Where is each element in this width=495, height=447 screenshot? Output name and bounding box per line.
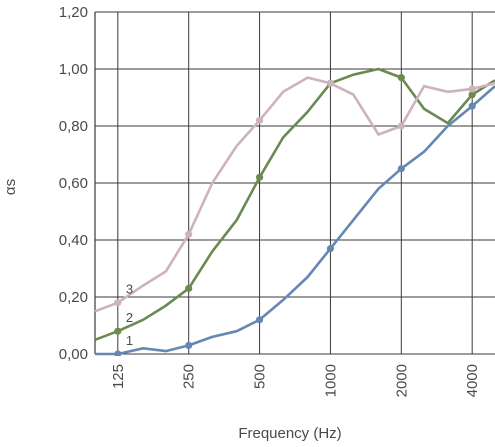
- data-point: [114, 327, 122, 335]
- data-point: [185, 230, 193, 238]
- x-tick-label: 2000: [393, 364, 410, 397]
- data-point: [468, 102, 476, 110]
- data-point: [255, 316, 264, 324]
- curve-number-label: 1: [126, 333, 133, 348]
- series-line: [94, 67, 495, 342]
- series-lines: [94, 67, 495, 356]
- data-point: [185, 341, 193, 350]
- y-tick-label: 0,20: [59, 289, 88, 306]
- data-point: [326, 79, 335, 87]
- data-point: [397, 73, 405, 82]
- data-point: [114, 299, 122, 307]
- y-tick-label: 0,60: [59, 175, 88, 192]
- x-tick-label: 250: [181, 364, 198, 389]
- data-point: [185, 284, 193, 293]
- y-axis-title: αs: [2, 179, 19, 195]
- series-line: [95, 85, 495, 356]
- y-tick-label: 1,00: [59, 61, 88, 78]
- data-point: [468, 91, 476, 99]
- series-3: [94, 76, 495, 313]
- x-axis-title: Frequency (Hz): [238, 425, 341, 442]
- x-tick-label: 500: [252, 364, 269, 389]
- x-tick-label: 125: [110, 364, 127, 389]
- x-tick-label: 1000: [322, 364, 339, 397]
- data-point: [468, 85, 476, 93]
- y-tick-label: 0,80: [59, 118, 88, 135]
- y-tick-label: 1,20: [59, 4, 88, 21]
- series-line: [94, 76, 495, 313]
- curve-number-label: 2: [126, 310, 133, 325]
- y-tick-label: 0,40: [59, 232, 88, 249]
- y-tick-label: 0,00: [59, 346, 88, 363]
- data-point: [397, 122, 405, 130]
- series-2: [94, 67, 495, 342]
- data-point: [114, 350, 122, 356]
- grid: [95, 11, 495, 355]
- data-point: [255, 173, 264, 181]
- data-point: [255, 116, 264, 124]
- x-tick-label: 4000: [464, 364, 481, 397]
- data-point: [326, 244, 335, 253]
- data-point: [397, 165, 405, 173]
- tick-labels: 0,00 0,20 0,40 0,60 0,80 1,00 1,20 125 250 500 100…: [59, 4, 481, 397]
- series-1: [95, 85, 495, 356]
- curve-number-label: 3: [126, 282, 133, 297]
